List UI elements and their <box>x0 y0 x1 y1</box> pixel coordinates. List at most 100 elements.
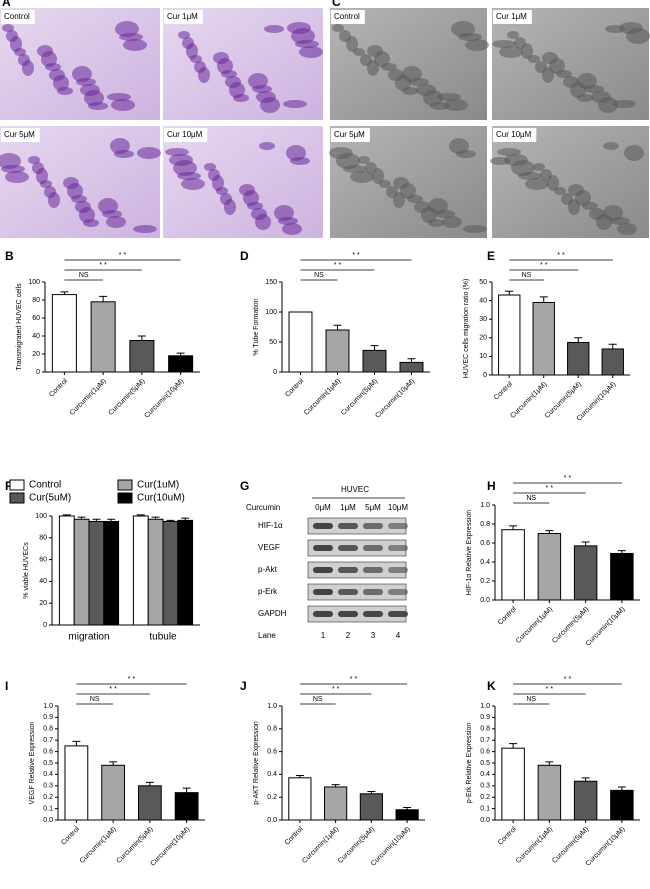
significance-label: * * <box>332 686 340 693</box>
y-tick-label: 0.6 <box>267 748 277 755</box>
label-box <box>331 10 365 24</box>
blot-row-label: GAPDH <box>258 609 287 618</box>
x-tick-label: Control <box>48 377 69 398</box>
error-bar <box>617 786 626 791</box>
cell <box>290 157 310 165</box>
cell <box>499 46 523 58</box>
cell <box>435 210 455 218</box>
y-tick-label: 150 <box>265 279 277 286</box>
bar <box>399 361 424 373</box>
bar <box>359 793 383 821</box>
cell <box>198 67 210 83</box>
cell <box>190 55 202 63</box>
panel-letter: F <box>5 479 12 493</box>
cell <box>255 214 271 230</box>
significance-label: NS <box>522 272 532 279</box>
bar <box>501 529 525 601</box>
error-bar <box>99 295 108 302</box>
image-label: Control <box>4 12 30 21</box>
cell <box>114 150 134 158</box>
cell <box>451 21 475 37</box>
bar <box>132 515 149 626</box>
significance-label: NS <box>90 696 100 703</box>
cell <box>610 217 630 225</box>
bar <box>174 792 199 821</box>
cell <box>28 156 40 164</box>
label-box <box>164 10 203 24</box>
dose-label: 10μM <box>388 503 409 512</box>
y-tick-label: 0.8 <box>480 726 490 733</box>
cell <box>584 85 604 93</box>
cell <box>181 178 205 190</box>
cell <box>367 60 379 76</box>
error-bar <box>581 541 590 546</box>
image-label: Cur 5μM <box>334 130 365 139</box>
cell <box>119 33 143 41</box>
x-tick-label: Curcumin(5μM) <box>115 826 154 865</box>
cell <box>137 147 161 159</box>
x-tick-label: Curcumin(1μM) <box>301 826 340 865</box>
y-tick-label: 0.2 <box>480 578 490 585</box>
blot-band <box>363 589 383 595</box>
significance-label: * * <box>540 262 548 269</box>
error-bar <box>151 516 160 520</box>
x-tick-label: Curcumin(10μM) <box>585 826 627 868</box>
error-bar <box>137 335 146 341</box>
cell <box>626 28 650 44</box>
panel-letter: B <box>5 249 14 263</box>
bar <box>532 301 555 376</box>
y-tick-label: 0 <box>273 369 277 376</box>
blot-band <box>363 545 383 551</box>
cell <box>48 192 60 208</box>
y-tick-label: 0.6 <box>43 748 53 755</box>
cell <box>612 100 636 108</box>
blot-row-label: VEGF <box>258 543 280 552</box>
x-tick-label: Curcumin(10μM) <box>143 378 185 420</box>
cell <box>295 40 319 48</box>
x-tick-label: migration <box>68 632 109 643</box>
bar <box>147 518 164 626</box>
cell <box>525 178 549 190</box>
bar <box>103 520 120 626</box>
cell <box>106 216 126 228</box>
x-tick-label: Curcumin(1μM) <box>515 606 554 645</box>
bar <box>573 780 598 821</box>
y-tick-label: 1.0 <box>267 703 277 710</box>
y-tick-label: 20 <box>479 335 487 342</box>
blot-band <box>363 611 383 617</box>
cell <box>178 31 190 39</box>
y-tick-label: 0.3 <box>43 783 53 790</box>
lane-number: 4 <box>396 631 401 640</box>
blot-band <box>338 523 358 529</box>
bar <box>362 349 387 373</box>
panel-letter: H <box>487 479 496 493</box>
cell <box>437 93 461 101</box>
cell <box>409 78 429 86</box>
error-bar <box>545 761 554 766</box>
x-tick-label: Curcumin(10μM) <box>576 381 618 423</box>
cell <box>0 153 21 169</box>
x-tick-label: Control <box>497 605 518 626</box>
bar <box>162 520 179 626</box>
x-tick-label: Curcumin(1μM) <box>69 378 108 417</box>
y-tick-label: 0.4 <box>43 771 53 778</box>
cell <box>449 138 469 154</box>
y-tick-label: 0.6 <box>480 540 490 547</box>
label-box <box>1 128 40 142</box>
x-tick-label: Curcumin(5μM) <box>551 606 590 645</box>
cell <box>299 46 323 58</box>
cell <box>264 25 284 33</box>
cell <box>115 21 139 37</box>
significance-label: * * <box>109 686 117 693</box>
bar <box>567 341 590 376</box>
cell <box>102 210 122 218</box>
cell <box>603 142 619 150</box>
cell <box>14 48 26 56</box>
dose-label: 1μM <box>340 503 356 512</box>
cell <box>617 223 637 235</box>
significance-label: NS <box>314 272 324 279</box>
y-tick-label: 0.2 <box>480 794 490 801</box>
error-bar <box>333 324 342 330</box>
cell <box>274 205 294 221</box>
